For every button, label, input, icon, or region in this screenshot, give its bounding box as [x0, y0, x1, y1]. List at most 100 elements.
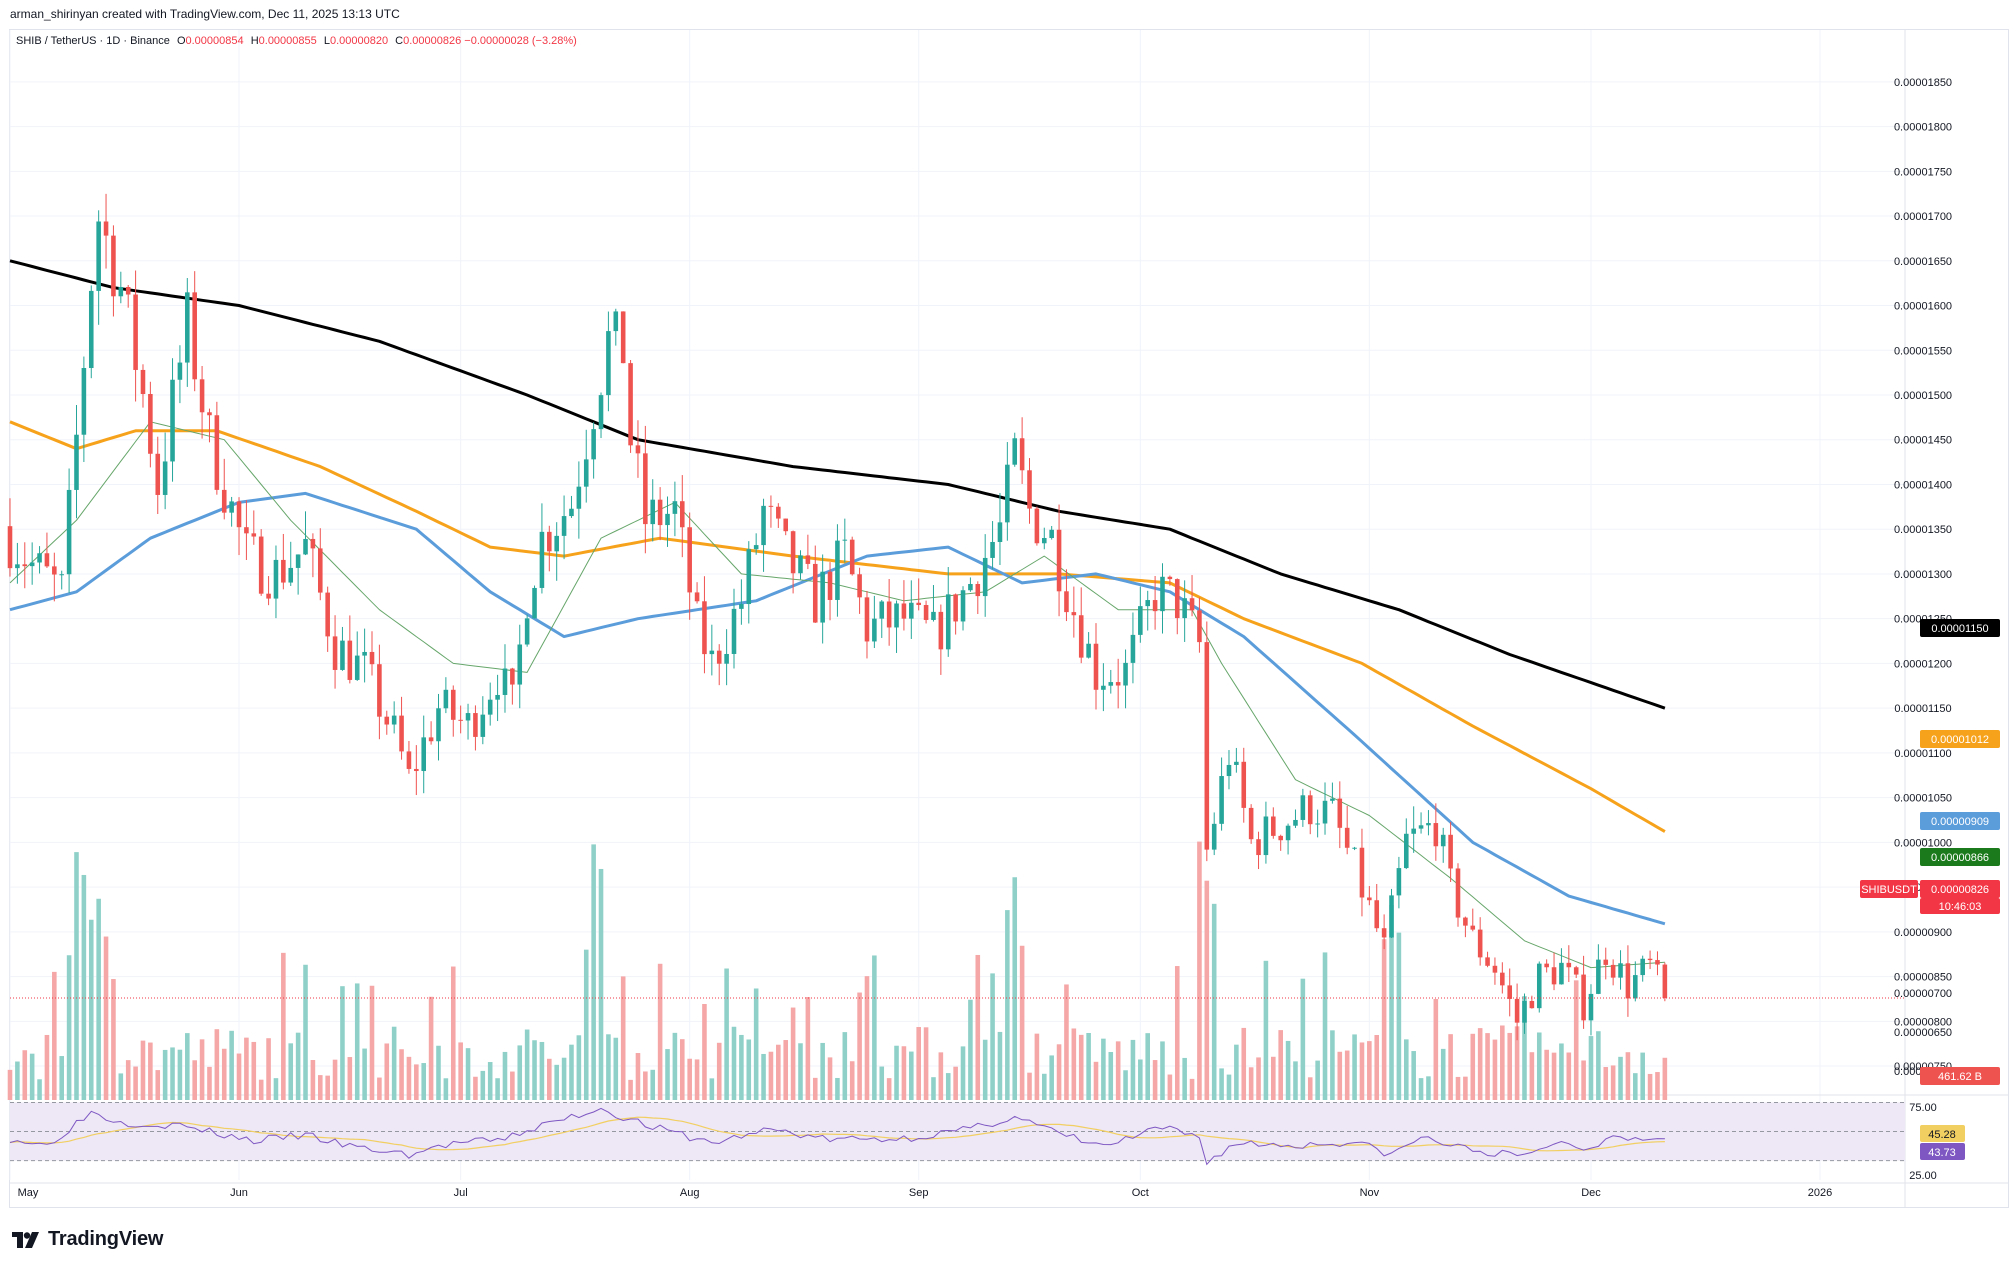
volume-bar	[968, 999, 973, 1100]
volume-bar	[1012, 877, 1018, 1100]
candle-body	[923, 605, 929, 620]
price-tick-label: 0.00000850	[1894, 972, 1952, 984]
volume-bar	[229, 1030, 234, 1100]
candle-body	[776, 506, 781, 519]
candle-body	[74, 434, 79, 490]
candle-body	[399, 715, 404, 752]
candle-body	[192, 292, 197, 380]
volume-bar	[1174, 966, 1180, 1100]
price-tick-label: 0.00000900	[1894, 927, 1952, 939]
candle-body	[1211, 823, 1217, 850]
candle-body	[244, 527, 249, 534]
volume-bar	[1411, 1051, 1416, 1100]
volume-bar	[650, 1069, 656, 1100]
rsi-ma-tag	[1920, 1125, 1965, 1142]
price-tick-label: 0.00001100	[1894, 748, 1951, 760]
candle-body	[495, 694, 500, 700]
candle-body	[968, 583, 973, 591]
candle-body	[81, 368, 87, 435]
volume-bar	[428, 996, 434, 1100]
volume-bar	[1603, 1067, 1609, 1100]
volume-bar	[1618, 1056, 1623, 1100]
volume-bar	[820, 1042, 825, 1100]
volume-bar	[88, 919, 94, 1100]
volume-bar	[1470, 1033, 1476, 1100]
volume-bar	[1403, 1039, 1409, 1100]
volume-bar	[1027, 1072, 1032, 1100]
volume-bar	[221, 1048, 227, 1100]
volume-bar	[436, 1045, 441, 1100]
candle-body	[1019, 438, 1025, 471]
volume-bar	[1544, 1049, 1549, 1100]
volume-bar	[1130, 1039, 1136, 1100]
volume-bar	[258, 1079, 264, 1100]
candle-body	[303, 538, 308, 555]
candle-body	[606, 331, 611, 396]
candle-body	[510, 668, 515, 685]
volume-bar	[458, 1042, 463, 1100]
time-tick-label: Sep	[909, 1187, 929, 1199]
candle-body	[1271, 816, 1276, 836]
volume-bar	[1522, 996, 1527, 1100]
volume-bar	[288, 1043, 294, 1100]
volume-bar	[1448, 1034, 1453, 1100]
price-tick-label: 0.00001650	[1894, 256, 1952, 268]
volume-bar	[1596, 1031, 1601, 1100]
volume-bar	[473, 1076, 478, 1100]
candle-body	[1374, 900, 1380, 929]
volume-bar	[1477, 1028, 1483, 1100]
volume-bar	[1108, 1051, 1114, 1100]
volume-bar	[502, 1051, 508, 1100]
volume-bar	[295, 1032, 301, 1100]
candle-body	[1500, 972, 1505, 986]
volume-bar	[1463, 1076, 1468, 1100]
symbol-label[interactable]: SHIB / TetherUS · 1D · Binance	[16, 35, 170, 47]
candle-body	[369, 651, 375, 665]
candle-body	[487, 699, 493, 715]
candle-body	[162, 461, 168, 495]
volume-bar	[857, 992, 862, 1100]
tradingview-brand[interactable]: TradingView	[12, 1228, 163, 1251]
candle-body	[1559, 962, 1564, 985]
candle-body	[1492, 965, 1498, 973]
candle-body	[1588, 993, 1594, 1021]
candle-body	[317, 548, 323, 593]
candle-body	[155, 453, 161, 495]
volume-bar	[901, 1046, 907, 1100]
candle-body	[702, 601, 707, 655]
candle-body	[576, 486, 582, 509]
price-tag	[1920, 619, 2000, 637]
time-tick-label: Oct	[1132, 1187, 1149, 1199]
volume-bar	[1256, 1057, 1261, 1100]
candle-body	[746, 549, 752, 605]
candle-body	[561, 516, 567, 536]
volume-bar	[384, 1043, 390, 1100]
candle-body	[29, 562, 35, 567]
candle-body	[1381, 928, 1387, 938]
candle-body	[266, 593, 271, 599]
volume-bar	[273, 1078, 279, 1100]
candle-body	[812, 563, 818, 623]
volume-bar	[1041, 1073, 1047, 1100]
time-tick-label: Dec	[1581, 1187, 1601, 1199]
candle-body	[657, 499, 663, 526]
volume-bar	[450, 966, 456, 1100]
candle-body	[1485, 957, 1490, 966]
volume-bar	[1633, 1073, 1638, 1100]
price-tick-label: 0.00001400	[1894, 479, 1952, 491]
volume-bar	[1455, 1076, 1461, 1100]
volume-bar	[1551, 1052, 1557, 1100]
close-label: C	[395, 35, 404, 47]
creator-line: arman_shirinyan created with TradingView…	[10, 7, 400, 21]
volume-bar	[266, 1038, 271, 1100]
volume-bar	[776, 1044, 781, 1100]
candle-body	[665, 513, 670, 526]
candle-body	[1041, 538, 1047, 544]
price-tick-label: 0.00000650	[1894, 1027, 1952, 1039]
price-tick-label: 0.00001350	[1894, 524, 1952, 536]
volume-bar	[347, 1057, 353, 1100]
candle-body	[569, 508, 574, 517]
candle-body	[15, 564, 20, 569]
volume-bar	[665, 1049, 670, 1100]
